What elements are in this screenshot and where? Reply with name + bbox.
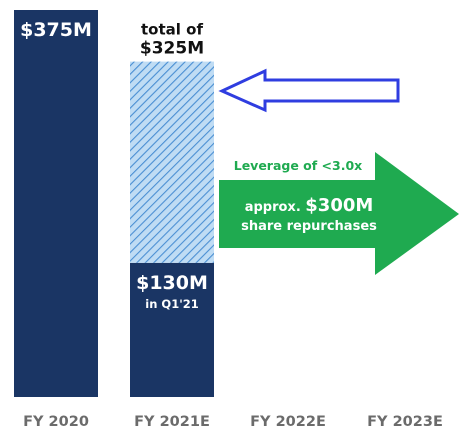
x-tick-label: FY 2020 xyxy=(23,414,89,430)
bars-layer xyxy=(14,10,214,397)
x-tick-label: FY 2021E xyxy=(134,414,210,430)
green-arrow-icon xyxy=(219,152,459,275)
total-label-line2: $325M xyxy=(140,39,204,59)
bar-sublabel: in Q1'21 xyxy=(145,297,198,311)
labels-layer: $375M $130M in Q1'21 total of$325M xyxy=(20,19,208,311)
bar-fy-2021e-segment-0 xyxy=(130,262,214,397)
arrow-text-prefix: approx. xyxy=(245,200,306,215)
bar-fy-2021e-segment-1 xyxy=(130,61,214,263)
arrow-text-line1: approx. $300M xyxy=(245,195,374,216)
x-tick-label: FY 2023E xyxy=(367,414,443,430)
arrow-text-line2: share repurchases xyxy=(241,219,377,234)
arrow-text-value: $300M xyxy=(305,195,373,216)
x-tick-label: FY 2022E xyxy=(250,414,326,430)
bar-value-label: $130M xyxy=(136,272,208,294)
x-axis: FY 2020 FY 2021E FY 2022E FY 2023E xyxy=(23,414,443,430)
bar-value-label: $375M xyxy=(20,19,92,41)
leverage-annotation: Leverage of <3.0x xyxy=(234,158,363,173)
outline-arrow-icon xyxy=(218,68,400,113)
total-label-line1: total of xyxy=(141,21,203,39)
bar-fy-2020-segment-0 xyxy=(14,10,98,397)
